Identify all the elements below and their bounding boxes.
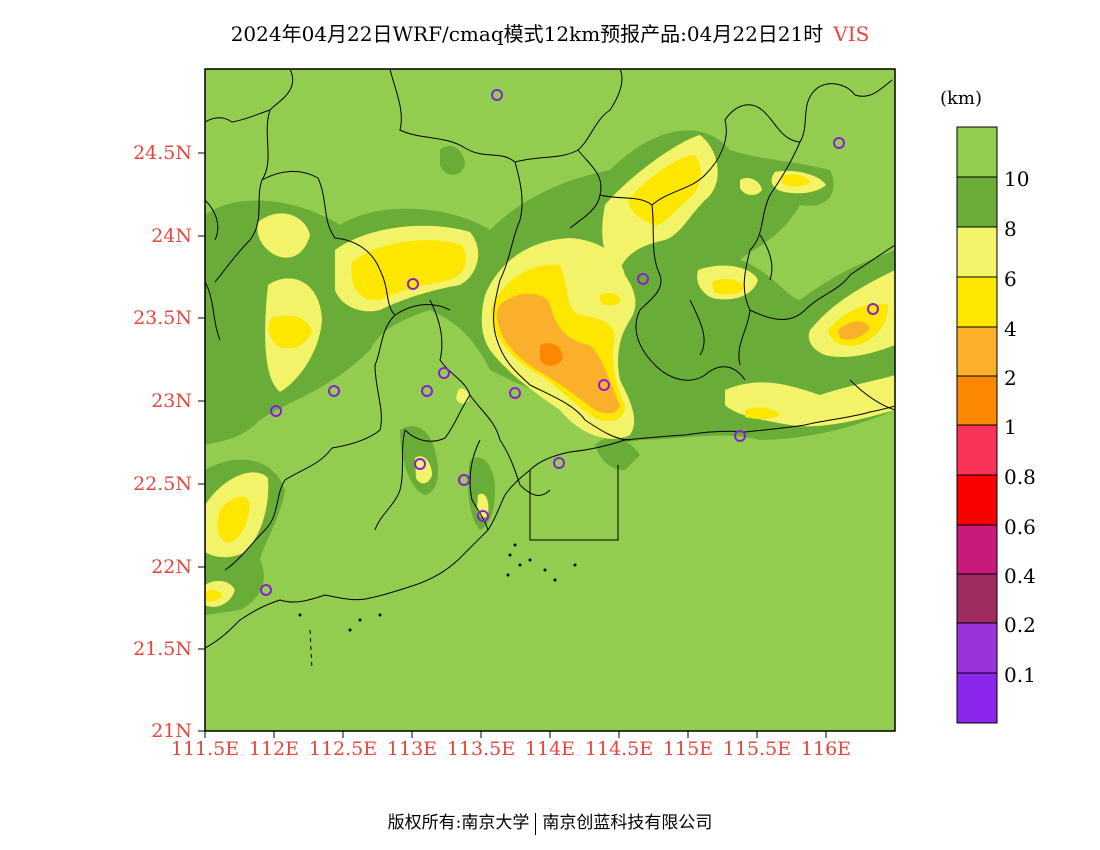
colorbar-swatch: [957, 277, 997, 327]
colorbar-unit: (km): [940, 88, 983, 109]
colorbar-swatch: [957, 425, 997, 475]
station-marker: [509, 387, 521, 399]
copyright-footer: 版权所有:南京大学 南京创蓝科技有限公司: [0, 808, 1100, 835]
lat-label: 21.5N: [133, 638, 192, 660]
station-marker: [328, 385, 340, 397]
lat-label: 21N: [151, 720, 192, 742]
station-marker: [438, 367, 450, 379]
station-marker: [260, 584, 272, 596]
admin-boundaries: [205, 69, 895, 571]
colorbar-swatch: [957, 673, 997, 723]
lon-label: 112E: [248, 738, 300, 760]
lon-label: 112.5E: [308, 738, 378, 760]
lat-label: 24N: [151, 225, 192, 247]
colorbar: [956, 126, 998, 724]
lon-label: 115.5E: [722, 738, 792, 760]
station-marker: [407, 278, 419, 290]
colorbar-swatch: [957, 177, 997, 227]
lat-tick-marks: [198, 152, 205, 732]
stations: [260, 89, 879, 596]
lat-label: 22N: [151, 556, 192, 578]
band-1-2km: [540, 343, 563, 366]
lat-label: 23.5N: [133, 307, 192, 329]
colorbar-label: 1: [1004, 415, 1017, 439]
footer-divider: [535, 812, 537, 835]
colorbar-label: 10: [1004, 167, 1030, 191]
colorbar-label: 0.4: [1004, 564, 1036, 588]
lon-label: 116E: [800, 738, 852, 760]
colorbar-label: 6: [1004, 267, 1017, 291]
lat-label: 22.5N: [133, 473, 192, 495]
footer-right: 南京创蓝科技有限公司: [542, 813, 713, 833]
lat-label: 24.5N: [133, 142, 192, 164]
station-marker: [598, 379, 610, 391]
lon-label: 113E: [386, 738, 438, 760]
colorbar-swatch: [957, 574, 997, 623]
colorbar-swatch: [957, 376, 997, 425]
colorbar-swatch: [957, 327, 997, 376]
maritime-boundary: [309, 629, 313, 671]
lon-label: 111.5E: [170, 738, 240, 760]
colorbar-label: 0.8: [1004, 465, 1036, 489]
colorbar-label: 0.1: [1004, 663, 1036, 687]
colorbar-label: 4: [1004, 317, 1017, 341]
station-marker: [421, 385, 433, 397]
coastline: [205, 405, 895, 649]
colorbar-swatch: [957, 227, 997, 277]
colorbar-swatch: [957, 127, 997, 177]
station-marker: [867, 303, 879, 315]
title-variable: VIS: [833, 22, 870, 46]
lon-tick-marks: [204, 731, 827, 738]
title-text: 2024年04月22日WRF/cmaq模式12km预报产品:04月22日21时: [230, 22, 824, 46]
islands: [298, 543, 577, 632]
colorbar-swatch: [957, 623, 997, 673]
station-marker: [637, 273, 649, 285]
lon-label: 114E: [524, 738, 576, 760]
colorbar-swatch: [957, 475, 997, 525]
station-marker: [734, 430, 746, 442]
colorbar-label: 0.2: [1004, 613, 1036, 637]
station-marker: [270, 405, 282, 417]
station-marker: [553, 457, 565, 469]
colorbar-label: 2: [1004, 366, 1017, 390]
station-marker: [458, 474, 470, 486]
lon-label: 114.5E: [584, 738, 654, 760]
lon-label: 115E: [662, 738, 714, 760]
map-title: 2024年04月22日WRF/cmaq模式12km预报产品:04月22日21时 V…: [0, 18, 1100, 47]
station-marker: [833, 137, 845, 149]
station-marker: [491, 89, 503, 101]
colorbar-label: 0.6: [1004, 515, 1036, 539]
colorbar-swatch: [957, 525, 997, 574]
map-plot-area: [205, 69, 895, 731]
colorbar-label: 8: [1004, 217, 1017, 241]
station-marker: [477, 510, 489, 522]
lon-label: 113.5E: [446, 738, 516, 760]
footer-left: 版权所有:南京大学: [387, 813, 530, 833]
station-marker: [414, 458, 426, 470]
lat-label: 23N: [151, 390, 192, 412]
